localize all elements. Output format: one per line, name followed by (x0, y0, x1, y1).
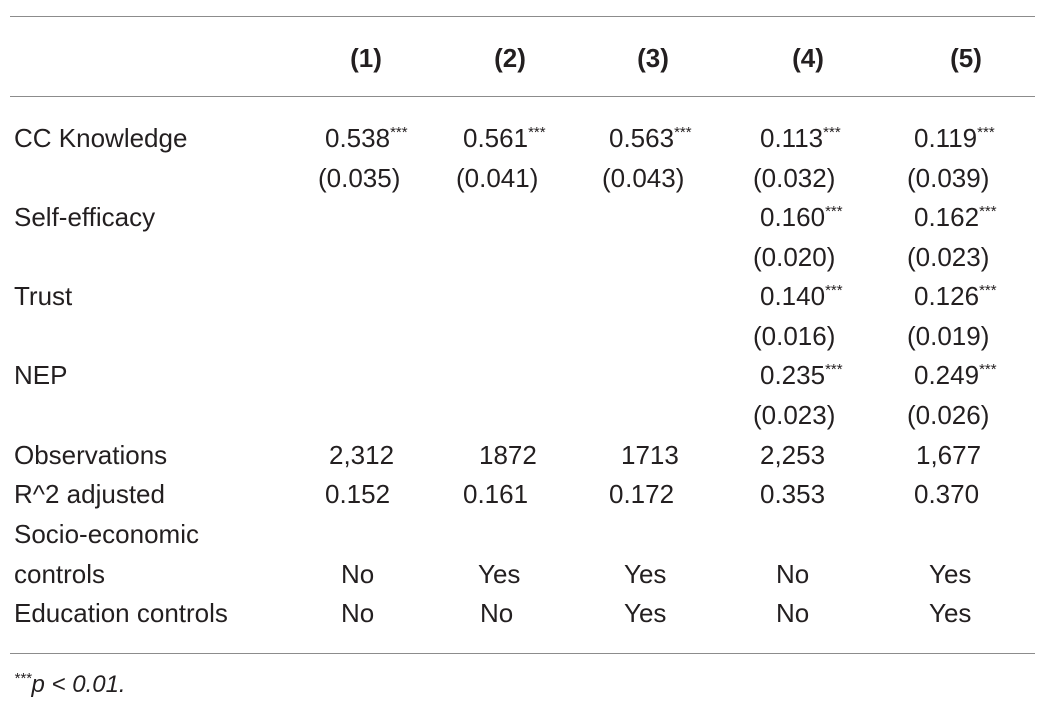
table-header-rule (10, 96, 1035, 97)
value-cell: Yes (624, 598, 667, 628)
table-row: CC Knowledge 0.538*** 0.561*** 0.563*** … (0, 118, 1055, 158)
value-cell: Yes (929, 559, 972, 589)
value-cell: Yes (478, 559, 521, 589)
coef-cell: 0.235*** (760, 360, 843, 390)
se-cell: (0.019) (907, 321, 990, 351)
table-row: Education controls No No Yes No Yes (0, 593, 1055, 633)
value-cell: 1713 (621, 440, 679, 470)
coef-cell: 0.113*** (760, 123, 841, 153)
table-row: (0.023) (0.026) (0, 395, 1055, 435)
table-row: (0.035) (0.041) (0.043) (0.032) (0.039) (0, 158, 1055, 198)
coef-cell: 0.126*** (914, 281, 997, 311)
coef-cell: 0.160*** (760, 202, 843, 232)
table-row: controls No Yes Yes No Yes (0, 554, 1055, 594)
table-footnote: ***p < 0.01. (14, 670, 126, 698)
value-cell: 1,677 (916, 440, 982, 470)
value-cell: 0.152 (325, 479, 391, 509)
table-row: Trust 0.140*** 0.126*** (0, 276, 1055, 316)
value-cell: 1872 (479, 440, 537, 470)
value-cell: Yes (624, 559, 667, 589)
row-label: controls (14, 559, 106, 589)
coef-cell: 0.538*** (325, 123, 408, 153)
se-cell: (0.032) (753, 163, 836, 193)
value-cell: 0.370 (914, 479, 980, 509)
se-cell: (0.043) (602, 163, 685, 193)
table-row: (0.020) (0.023) (0, 237, 1055, 277)
column-header-3: (3) (637, 43, 669, 73)
coef-cell: 0.140*** (760, 281, 843, 311)
se-cell: (0.035) (318, 163, 401, 193)
value-cell: Yes (929, 598, 972, 628)
value-cell: 0.161 (463, 479, 529, 509)
value-cell: 0.172 (609, 479, 675, 509)
value-cell: No (341, 598, 375, 628)
value-cell: No (341, 559, 375, 589)
value-cell: 2,253 (760, 440, 826, 470)
table-row: Observations 2,312 1872 1713 2,253 1,677 (0, 435, 1055, 475)
se-cell: (0.026) (907, 400, 990, 430)
se-cell: (0.016) (753, 321, 836, 351)
row-label: Self-efficacy (14, 202, 156, 232)
column-header-4: (4) (792, 43, 824, 73)
value-cell: 0.353 (760, 479, 826, 509)
row-label: R^2 adjusted (14, 479, 165, 509)
table-row: Self-efficacy 0.160*** 0.162*** (0, 197, 1055, 237)
table-row: NEP 0.235*** 0.249*** (0, 355, 1055, 395)
coef-cell: 0.249*** (914, 360, 997, 390)
row-label: NEP (14, 360, 68, 390)
value-cell: 2,312 (329, 440, 395, 470)
se-cell: (0.041) (456, 163, 539, 193)
row-label: Socio-economic (14, 519, 199, 549)
se-cell: (0.023) (907, 242, 990, 272)
table-bottom-rule (10, 653, 1035, 654)
table-row: Socio-economic (0, 514, 1055, 554)
coef-cell: 0.119*** (914, 123, 995, 153)
column-header-5: (5) (950, 43, 982, 73)
row-label: Education controls (14, 598, 228, 628)
coef-cell: 0.563*** (609, 123, 692, 153)
column-header-1: (1) (350, 43, 382, 73)
table-row: (0.016) (0.019) (0, 316, 1055, 356)
table-row: R^2 adjusted 0.152 0.161 0.172 0.353 0.3… (0, 474, 1055, 514)
coef-cell: 0.561*** (463, 123, 546, 153)
value-cell: No (480, 598, 514, 628)
se-cell: (0.023) (753, 400, 836, 430)
table-top-rule (10, 16, 1035, 17)
row-label: CC Knowledge (14, 123, 188, 153)
se-cell: (0.020) (753, 242, 836, 272)
se-cell: (0.039) (907, 163, 990, 193)
row-label: Trust (14, 281, 73, 311)
value-cell: No (776, 598, 810, 628)
column-header-2: (2) (494, 43, 526, 73)
row-label: Observations (14, 440, 168, 470)
coef-cell: 0.162*** (914, 202, 997, 232)
value-cell: No (776, 559, 810, 589)
